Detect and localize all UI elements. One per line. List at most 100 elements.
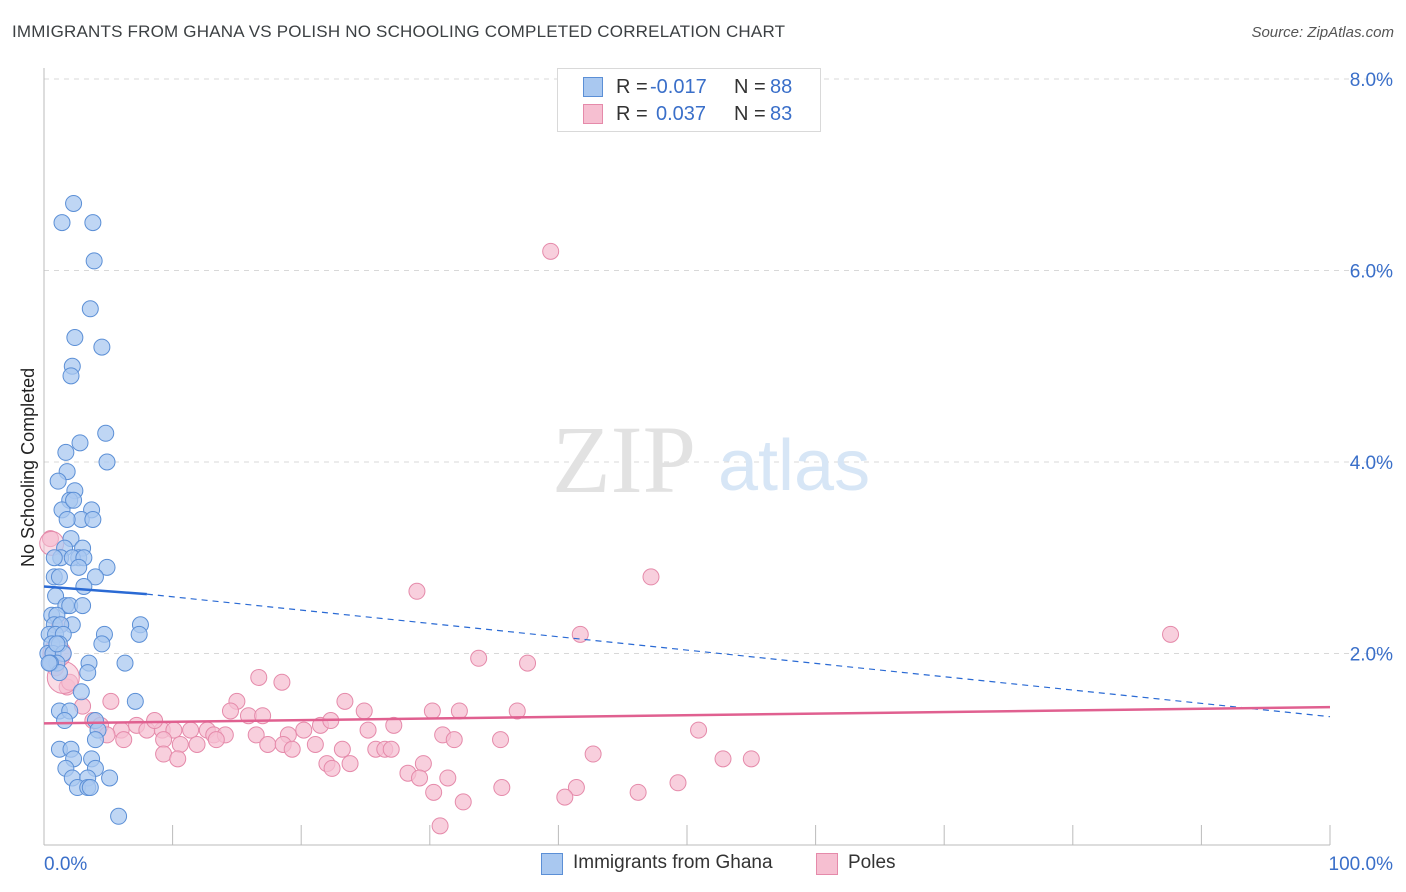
ghana-point (71, 434, 89, 452)
poles-point (295, 721, 313, 739)
legend-n-value-poles: 83 (770, 102, 793, 125)
ghana-point (98, 453, 116, 471)
ghana-point (98, 558, 116, 576)
poles-point (454, 793, 472, 811)
ghana-point (84, 510, 102, 528)
poles-point (259, 735, 277, 753)
bottom-label-ghana: Immigrants from Ghana (573, 852, 773, 873)
ghana-point (48, 635, 66, 653)
poles-point (450, 702, 468, 720)
ghana-points (39, 194, 149, 825)
x-tick-label-min: 0.0% (44, 854, 87, 875)
ghana-point (126, 692, 144, 710)
poles-point (423, 702, 441, 720)
ghana-point (49, 472, 67, 490)
poles-point (283, 740, 301, 758)
watermark-atlas: atlas (718, 426, 870, 506)
bottom-swatch-ghana (541, 853, 563, 875)
poles-point (690, 721, 708, 739)
poles-point (508, 702, 526, 720)
ghana-point (65, 194, 83, 212)
poles-point (584, 745, 602, 763)
poles-point (742, 750, 760, 768)
poles-point (567, 779, 585, 797)
ghana-point (84, 214, 102, 232)
poles-point (439, 769, 457, 787)
legend-r-label-2: R = (616, 102, 648, 125)
legend-n-label: N = (734, 75, 766, 98)
poles-point (115, 731, 133, 749)
bottom-swatch-poles (816, 853, 838, 875)
legend-r-value-poles: 0.037 (656, 102, 707, 125)
grid-lines (44, 78, 1392, 654)
legend-swatch-ghana (583, 77, 603, 97)
ghana-point (130, 625, 148, 643)
poles-point (408, 582, 426, 600)
poles-point (169, 750, 187, 768)
poles-points (39, 242, 1180, 835)
y-axis-label: No Schooling Completed (18, 367, 38, 567)
poles-point (273, 673, 291, 691)
ghana-point (86, 731, 104, 749)
poles-point (642, 568, 660, 586)
poles-point (182, 721, 200, 739)
ghana-point (40, 654, 58, 672)
ghana-point (85, 252, 103, 270)
poles-point (556, 788, 574, 806)
poles-point (155, 745, 173, 763)
ghana-point (81, 779, 99, 797)
ghana-trend-dashed (146, 593, 1331, 718)
stats-legend: R = -0.017 N = 88 R = 0.037 N = 83 (557, 68, 821, 132)
ghana-point (56, 712, 74, 730)
poles-point (445, 731, 463, 749)
poles-point (336, 692, 354, 710)
poles-trend-line (43, 705, 1331, 725)
ghana-point (62, 367, 80, 385)
legend-r-value-ghana: -0.017 (650, 75, 707, 98)
ghana-point (58, 510, 76, 528)
ghana-point (72, 683, 90, 701)
chart-title: IMMIGRANTS FROM GHANA VS POLISH NO SCHOO… (12, 22, 786, 41)
poles-point (102, 692, 120, 710)
ghana-point (86, 568, 104, 586)
ghana-point (101, 769, 119, 787)
legend-swatch-poles (583, 104, 603, 124)
poles-point (207, 731, 225, 749)
ghana-point (97, 424, 115, 442)
poles-point (146, 712, 164, 730)
ghana-point (75, 577, 93, 595)
poles-point (1162, 625, 1180, 643)
y-tick-label: 4.0% (1350, 453, 1393, 474)
source-label: Source: ZipAtlas.com (1251, 24, 1394, 41)
ghana-point (81, 300, 99, 318)
poles-point (323, 759, 341, 777)
poles-point (470, 649, 488, 667)
watermark-zip: ZIP (552, 406, 696, 513)
poles-point (492, 731, 510, 749)
ghana-point (50, 568, 68, 586)
poles-point (188, 735, 206, 753)
ghana-point (116, 654, 134, 672)
poles-point (355, 702, 373, 720)
poles-point (333, 740, 351, 758)
bottom-label-poles: Poles (848, 852, 896, 873)
y-tick-label: 2.0% (1350, 645, 1393, 666)
legend-n-label-2: N = (734, 102, 766, 125)
legend-n-value-ghana: 88 (770, 75, 793, 98)
poles-point (221, 702, 239, 720)
x-tick-label-max: 100.0% (1329, 854, 1394, 875)
y-tick-label: 8.0% (1350, 70, 1393, 91)
ghana-point (110, 807, 128, 825)
ghana-point (93, 338, 111, 356)
poles-point (714, 750, 732, 768)
axes (43, 68, 1331, 846)
trend-lines (43, 585, 1331, 725)
poles-point (385, 716, 403, 734)
poles-point (382, 740, 400, 758)
ghana-point (74, 597, 92, 615)
poles-point (306, 735, 324, 753)
poles-point (519, 654, 537, 672)
poles-point (425, 783, 443, 801)
ghana-point (45, 549, 63, 567)
